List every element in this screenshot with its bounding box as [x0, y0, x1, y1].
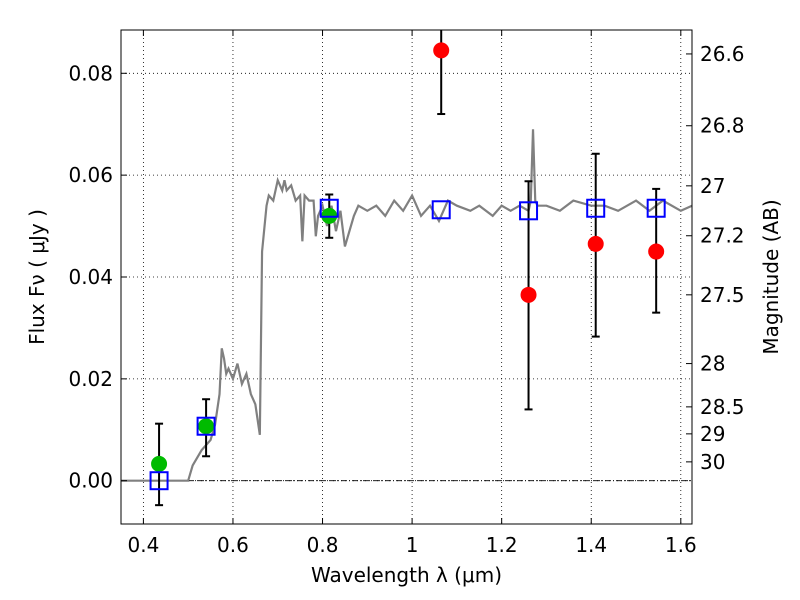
- y-tick-label: 0.06: [68, 163, 113, 187]
- model-photometry-boxes: [151, 200, 665, 489]
- right-axis-label: Magnitude (AB): [759, 199, 783, 354]
- x-tick-label: 1.6: [665, 533, 697, 557]
- red-data-point: [648, 244, 664, 260]
- x-tick-label: 0.6: [217, 533, 249, 557]
- x-axis-ticks: 0.4 0.6 0.8 1 1.2 1.4 1.6: [127, 30, 696, 557]
- x-tick-label: 0.8: [307, 533, 339, 557]
- green-data-point: [151, 456, 167, 472]
- error-bars: [155, 30, 660, 505]
- right-tick-label: 28: [700, 352, 725, 376]
- green-data-point: [198, 418, 214, 434]
- red-data-point: [521, 287, 537, 303]
- x-axis-label: Wavelength λ (μm): [311, 563, 502, 587]
- y-axis-ticks: 0.00 0.02 0.04 0.06 0.08: [68, 61, 127, 492]
- right-tick-label: 30: [700, 450, 725, 474]
- x-tick-label: 0.4: [127, 533, 159, 557]
- x-tick-label: 1.2: [486, 533, 518, 557]
- right-tick-label: 27.5: [700, 283, 745, 307]
- x-tick-label: 1: [406, 533, 419, 557]
- right-tick-label: 27.2: [700, 224, 745, 248]
- red-data-point: [433, 42, 449, 58]
- y-tick-label: 0.08: [68, 61, 113, 85]
- right-tick-label: 29: [700, 422, 725, 446]
- sed-chart: 0.4 0.6 0.8 1 1.2 1.4 1.6 0.00 0.02 0.04 0.06 0.08…: [0, 0, 800, 600]
- right-tick-label: 28.5: [700, 395, 745, 419]
- right-tick-label: 26.6: [700, 42, 745, 66]
- y-axis-label: Flux Fν ( μJy ): [25, 209, 49, 345]
- right-axis-ticks: 26.6 26.8 27 27.2 27.5 28 28.5 29 30: [686, 42, 745, 474]
- x-tick-label: 1.4: [575, 533, 607, 557]
- y-tick-label: 0.02: [68, 367, 113, 391]
- red-data-point: [588, 236, 604, 252]
- right-tick-label: 26.8: [700, 114, 745, 138]
- photometry-points: [151, 42, 664, 472]
- y-tick-label: 0.04: [68, 265, 113, 289]
- y-tick-label: 0.00: [68, 469, 113, 493]
- right-tick-label: 27: [700, 174, 725, 198]
